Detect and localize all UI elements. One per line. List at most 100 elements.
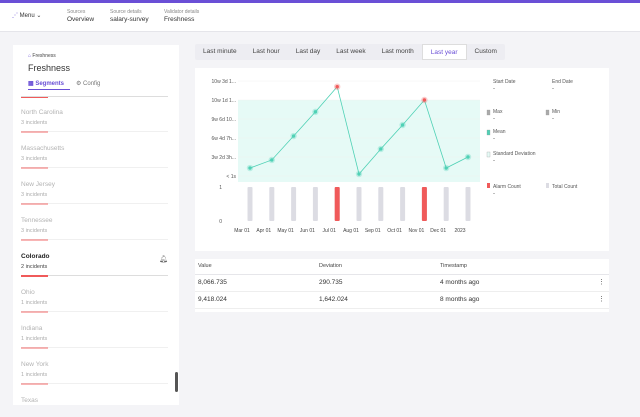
row-menu[interactable]: ⋮ bbox=[598, 296, 605, 303]
segment-name[interactable]: Texas bbox=[21, 397, 38, 404]
bar bbox=[356, 187, 362, 221]
column-header: Deviation bbox=[319, 263, 342, 269]
x-tick-label: Dec 01 bbox=[430, 228, 446, 234]
incident-bar bbox=[21, 131, 48, 133]
divider bbox=[195, 308, 609, 309]
time-range[interactable]: Custom bbox=[474, 48, 497, 55]
divider bbox=[21, 275, 168, 276]
divider bbox=[21, 347, 168, 348]
y-tick-label: 9w 6d 10... bbox=[212, 117, 236, 123]
divider bbox=[21, 167, 168, 168]
x-tick-label: 2023 bbox=[454, 228, 465, 234]
segment-name[interactable]: Tennessee bbox=[21, 217, 53, 224]
stat-value: - bbox=[552, 116, 554, 122]
divider bbox=[195, 274, 609, 275]
normal-range bbox=[238, 100, 480, 182]
table-cell: 8 months ago bbox=[440, 296, 480, 303]
bar bbox=[269, 187, 275, 221]
stat-value: - bbox=[493, 158, 495, 164]
segment-incidents: 3 incidents bbox=[21, 192, 48, 198]
top-bar bbox=[0, 0, 640, 3]
y-tick-label: 6w 4d 7h... bbox=[212, 136, 236, 142]
stat-label: Min bbox=[552, 109, 560, 115]
sidebar bbox=[13, 45, 179, 405]
bar bbox=[465, 187, 471, 221]
point bbox=[291, 134, 296, 138]
segment-name[interactable]: Colorado bbox=[21, 253, 50, 260]
table-cell: 4 months ago bbox=[440, 279, 480, 286]
chart: < 1s 3w 2d 3h... 6w 4d 7h... 9w 6d 10... 10w… bbox=[212, 79, 578, 234]
y-tick-label: 10w 3d 1... bbox=[212, 79, 236, 85]
legend-swatch bbox=[486, 129, 491, 136]
divider bbox=[21, 239, 168, 240]
y-tick-label: 10w 1d 1... bbox=[212, 98, 236, 104]
breadcrumb-label: Source details bbox=[110, 9, 142, 15]
x-tick-label: Sep 01 bbox=[365, 228, 381, 234]
divider bbox=[195, 291, 609, 292]
segment-name[interactable]: North Carolina bbox=[21, 109, 63, 116]
point bbox=[466, 155, 470, 159]
segment-incidents: 1 incidents bbox=[21, 372, 48, 378]
row-menu[interactable]: ⋮ bbox=[598, 279, 605, 286]
time-range[interactable]: Last month bbox=[381, 48, 414, 55]
bar bbox=[443, 187, 449, 221]
segment-name[interactable]: New York bbox=[21, 361, 49, 368]
tab[interactable]: ▦ Segments bbox=[28, 81, 65, 87]
alert-icon[interactable]: 🔔︎ bbox=[159, 256, 168, 263]
segment-name[interactable]: New Jersey bbox=[21, 181, 55, 188]
column-header: Timestamp bbox=[440, 263, 467, 269]
bar bbox=[378, 187, 384, 221]
x-tick-label: Jun 01 bbox=[300, 228, 315, 234]
divider bbox=[21, 311, 168, 312]
scrollbar[interactable] bbox=[175, 372, 178, 392]
time-range[interactable]: Last year bbox=[421, 44, 467, 60]
menu-button[interactable]: ⋰ Menu ⌄ bbox=[12, 13, 42, 19]
legend-swatch bbox=[487, 183, 490, 188]
y-tick-label: 1 bbox=[219, 185, 222, 191]
stat-label: Mean bbox=[493, 129, 506, 135]
x-tick-label: Oct 01 bbox=[387, 228, 402, 234]
legend-label: Alarm Count bbox=[493, 184, 521, 190]
point bbox=[422, 98, 427, 102]
point bbox=[357, 172, 361, 176]
table: Value Deviation Timestamp 8,066.735 290.735 4… bbox=[195, 259, 609, 312]
breadcrumb-value[interactable]: Freshness bbox=[164, 16, 195, 23]
point bbox=[335, 85, 339, 89]
table-cell: 1,642.024 bbox=[319, 296, 348, 303]
point bbox=[444, 166, 448, 170]
bar bbox=[291, 187, 297, 221]
column-header: Value bbox=[198, 263, 212, 269]
bar bbox=[312, 187, 318, 221]
stat-label: Start Date bbox=[493, 79, 516, 85]
sidebar-title: Freshness bbox=[28, 63, 71, 73]
point bbox=[248, 166, 252, 170]
bar bbox=[334, 187, 340, 221]
incident-bar bbox=[21, 383, 48, 385]
tab[interactable]: ⚙ Config bbox=[76, 81, 101, 87]
incident-bar bbox=[21, 311, 48, 313]
time-range[interactable]: Last day bbox=[295, 48, 321, 55]
header bbox=[0, 3, 640, 32]
bar bbox=[247, 187, 253, 221]
legend-value: - bbox=[493, 191, 495, 197]
time-range[interactable]: Last hour bbox=[252, 48, 280, 55]
breadcrumb-label: Sources bbox=[67, 9, 86, 15]
legend-swatch bbox=[546, 183, 549, 188]
time-range[interactable]: Last week bbox=[336, 48, 366, 55]
segment-name[interactable]: Massachusetts bbox=[21, 145, 65, 152]
y-tick-label: 0 bbox=[219, 219, 222, 225]
x-tick-label: Jul 01 bbox=[323, 228, 337, 234]
segment-name[interactable]: Ohio bbox=[21, 289, 35, 296]
table-cell: 8,066.735 bbox=[198, 279, 227, 286]
segment-incidents: 3 incidents bbox=[21, 156, 48, 162]
segment-name[interactable]: Indiana bbox=[21, 325, 43, 332]
breadcrumb-value[interactable]: salary-survey bbox=[110, 16, 149, 23]
y-tick-label: 3w 2d 3h... bbox=[212, 155, 236, 161]
point bbox=[400, 123, 405, 127]
stat-value: - bbox=[552, 86, 554, 92]
point bbox=[270, 158, 274, 162]
time-range[interactable]: Last minute bbox=[203, 48, 237, 55]
breadcrumb-value[interactable]: Overview bbox=[67, 16, 95, 23]
incident-bar bbox=[21, 275, 48, 277]
divider bbox=[21, 383, 168, 384]
